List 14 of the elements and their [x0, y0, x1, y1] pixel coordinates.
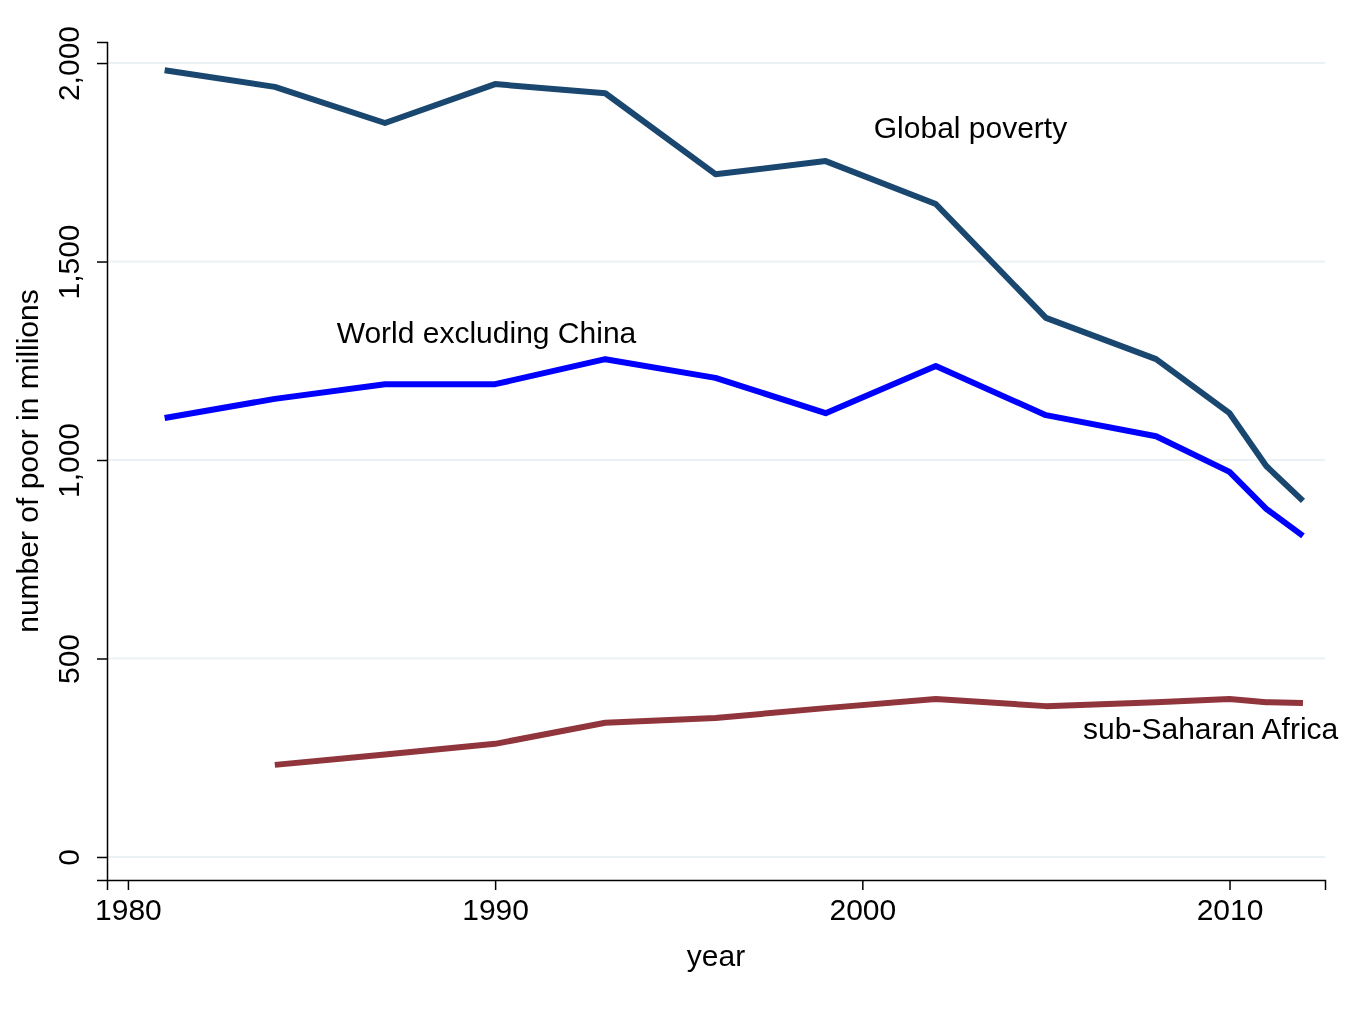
y-tick-label: 0	[52, 849, 85, 866]
y-tick-label: 1,000	[52, 422, 85, 499]
y-axis-title: number of poor in millions	[11, 289, 44, 633]
x-tick-label: 1990	[462, 893, 529, 926]
series-label: World excluding China	[336, 315, 637, 349]
y-tick-label: 1,500	[52, 224, 85, 300]
series-label: Global poverty	[873, 110, 1068, 144]
x-tick-label: 2010	[1196, 893, 1264, 926]
x-tick-label: 2000	[829, 893, 897, 926]
series-label: sub-Saharan Africa	[1083, 712, 1339, 746]
y-tick-label: 500	[52, 633, 85, 685]
y-tick-label: 2,000	[52, 26, 85, 102]
x-axis-title: year	[686, 939, 746, 972]
x-tick-label: 1980	[95, 893, 162, 926]
